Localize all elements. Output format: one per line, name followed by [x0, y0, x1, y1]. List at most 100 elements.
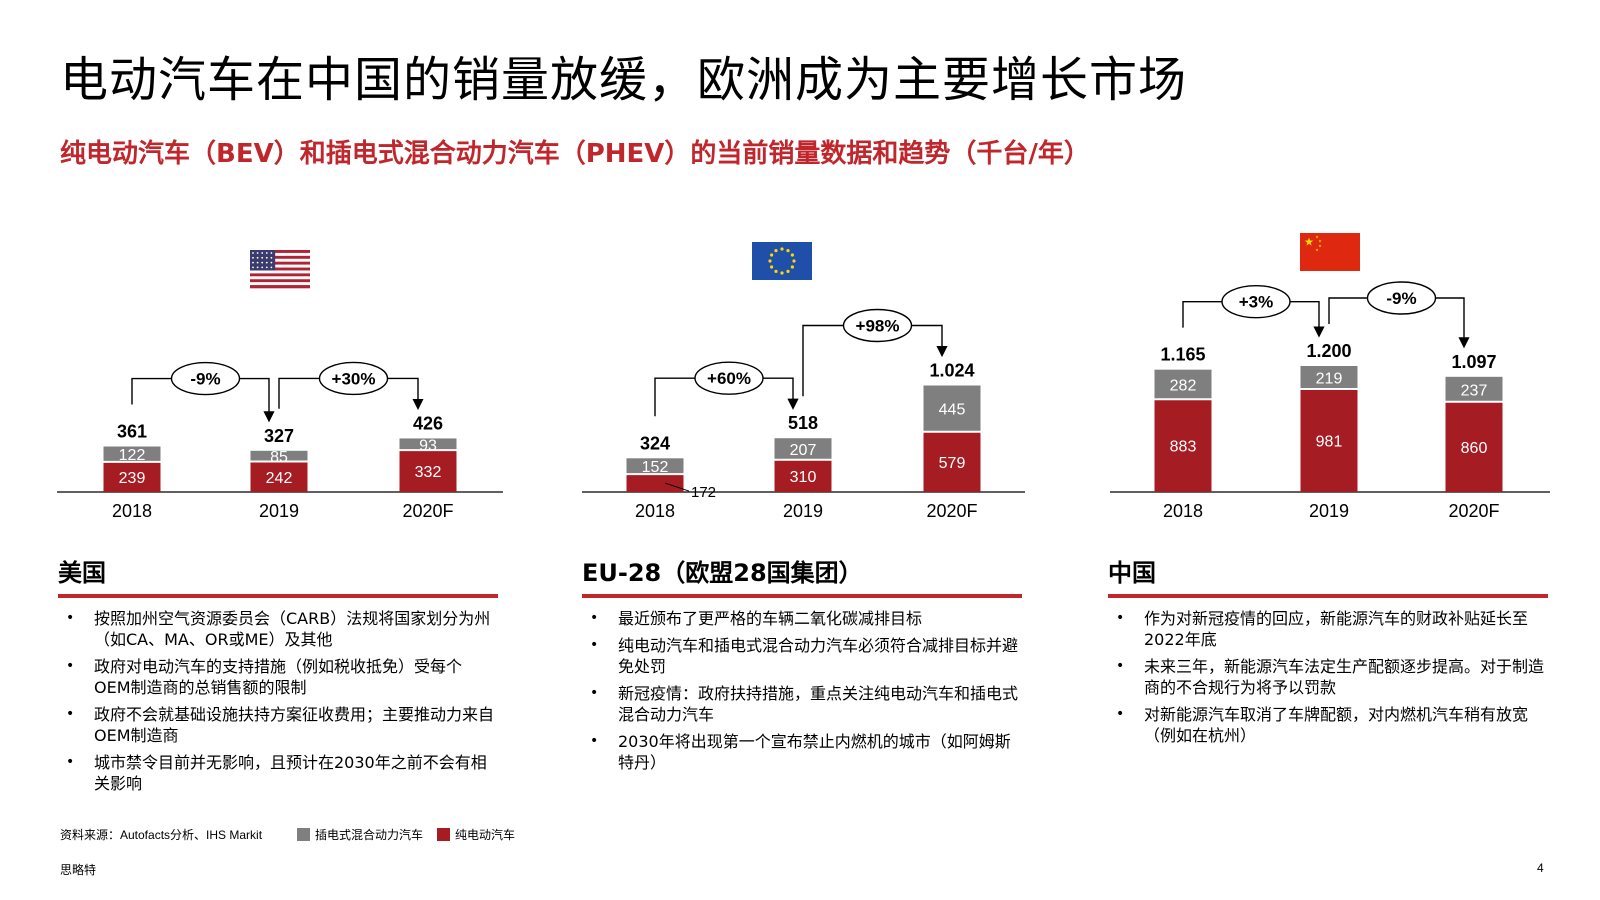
bar-phev [1154, 369, 1212, 400]
category-label: 2020F [1448, 501, 1499, 521]
bar-bev [626, 474, 684, 492]
charts-canvas: 239 122 361 2018 242 85 327 2019 332 93 426 2020F -9… [57, 233, 1550, 521]
bar-bev [1445, 401, 1503, 492]
bar-bev [923, 431, 981, 492]
change-label: -9% [1386, 289, 1416, 308]
data-label-phev: 207 [790, 442, 817, 459]
total-label: 1.097 [1451, 352, 1496, 372]
category-label: 2019 [1309, 501, 1349, 521]
total-label: 1.165 [1160, 345, 1205, 365]
brand-name: 思略特 [60, 863, 97, 877]
us-flag-icon [250, 250, 310, 289]
legend-label-phev: 插电式混合动力汽车 [315, 828, 424, 842]
bar-phev [250, 450, 308, 462]
data-label-bev: 239 [119, 470, 146, 487]
legend-label-bev: 纯电动汽车 [455, 828, 516, 842]
bar-bev [103, 461, 161, 492]
bullet-item: 政府对电动汽车的支持措施（例如税收抵免）受每个OEM制造商的总销售额的限制 [66, 656, 498, 698]
data-label-phev: 152 [642, 459, 669, 476]
bar-bev [1300, 388, 1358, 492]
change-label: +30% [332, 369, 376, 388]
label-leader [664, 482, 690, 492]
bar-phev [399, 438, 457, 451]
total-label: 324 [640, 433, 670, 453]
bar-phev [1300, 366, 1358, 389]
change-label: +3% [1239, 293, 1274, 312]
bar-phev [103, 446, 161, 462]
change-label: +98% [856, 317, 900, 336]
bullet-item: 新冠疫情：政府扶持措施，重点关注纯电动汽车和插电式混合动力汽车 [590, 683, 1022, 725]
data-label-bev: 981 [1316, 433, 1343, 450]
total-label: 1.200 [1306, 341, 1351, 361]
bar-phev [923, 385, 981, 432]
bullet-item: 对新能源汽车取消了车牌配额，对内燃机汽车稍有放宽（例如在杭州） [1116, 704, 1548, 746]
bar-phev [626, 458, 684, 475]
bullet-item: 2030年将出现第一个宣布禁止内燃机的城市（如阿姆斯特丹） [590, 731, 1022, 773]
total-label: 518 [788, 413, 818, 433]
section-heading-china: 中国 [1108, 553, 1548, 598]
category-label: 2018 [112, 501, 152, 521]
total-label: 426 [413, 413, 443, 433]
legend-phev: 插电式混合动力汽车 [297, 826, 423, 843]
change-bubble [842, 308, 913, 343]
data-label-phev: 85 [270, 449, 288, 466]
category-label: 2019 [259, 501, 299, 521]
total-label: 1.024 [929, 361, 974, 381]
china-flag-icon [1300, 233, 1360, 271]
change-bubble [694, 361, 764, 395]
legend-swatch-phev [297, 828, 310, 841]
data-label-phev: 219 [1316, 370, 1343, 387]
section-china: 中国 作为对新冠疫情的回应，新能源汽车的财政补贴延长至2022年底 未来三年，新… [1108, 553, 1548, 752]
total-label: 327 [264, 426, 294, 446]
category-label: 2018 [635, 501, 675, 521]
change-label: +60% [707, 369, 751, 388]
eu-flag-icon [752, 242, 812, 280]
data-label-phev: 237 [1461, 382, 1488, 399]
data-label-bev: 860 [1461, 440, 1488, 457]
category-label: 2020F [926, 501, 977, 521]
data-label-phev: 122 [119, 447, 146, 464]
section-heading-eu: EU-28（欧盟28国集团） [582, 553, 1022, 598]
bullet-item: 政府不会就基础设施扶持方案征收费用；主要推动力来自OEM制造商 [66, 704, 498, 746]
bullet-item: 纯电动汽车和插电式混合动力汽车必须符合减排目标并避免处罚 [590, 635, 1022, 677]
bar-phev [774, 438, 832, 460]
bullet-item: 按照加州空气资源委员会（CARB）法规将国家划分为州（如CA、MA、OR或ME）… [66, 608, 498, 650]
data-label-phev: 93 [419, 437, 437, 454]
page-subtitle: 纯电动汽车（BEV）和插电式混合动力汽车（PHEV）的当前销量数据和趋势（千台/… [60, 139, 1090, 169]
legend-swatch-bev [437, 828, 450, 841]
category-label: 2020F [402, 501, 453, 521]
bullet-item: 最近颁布了更严格的车辆二氧化碳减排目标 [590, 608, 1022, 629]
source-note: 资料来源：Autofacts分析、IHS Markit [60, 828, 263, 842]
bar-phev [1445, 376, 1503, 402]
bullet-item: 作为对新冠疫情的回应，新能源汽车的财政补贴延长至2022年底 [1116, 608, 1548, 650]
section-heading-us: 美国 [58, 553, 498, 598]
category-label: 2018 [1163, 501, 1203, 521]
bar-bev [250, 461, 308, 492]
change-bubble [1221, 284, 1291, 319]
bullet-list-china: 作为对新冠疫情的回应，新能源汽车的财政补贴延长至2022年底 未来三年，新能源汽… [1108, 608, 1548, 746]
bullet-item: 未来三年，新能源汽车法定生产配额逐步提高。对于制造商的不合规行为将予以罚款 [1116, 656, 1548, 698]
bullet-item: 城市禁令目前并无影响，且预计在2030年之前不会有相关影响 [66, 752, 498, 794]
bullet-list-eu: 最近颁布了更严格的车辆二氧化碳减排目标 纯电动汽车和插电式混合动力汽车必须符合减… [582, 608, 1022, 773]
page-title: 电动汽车在中国的销量放缓，欧洲成为主要增长市场 [60, 52, 1188, 108]
data-label-bev: 579 [939, 455, 966, 472]
data-label-bev: 310 [790, 469, 817, 486]
data-label-bev: 883 [1170, 439, 1197, 456]
bar-bev [1154, 399, 1212, 492]
change-bubble [170, 361, 241, 396]
change-bubble [1366, 281, 1437, 315]
data-label-phev: 445 [939, 402, 966, 419]
data-label-bev: 172 [691, 484, 716, 501]
section-us: 美国 按照加州空气资源委员会（CARB）法规将国家划分为州（如CA、MA、OR或… [58, 553, 498, 800]
change-bubble [318, 361, 389, 396]
bar-bev [774, 459, 832, 492]
data-label-bev: 332 [415, 464, 442, 481]
category-label: 2019 [783, 501, 823, 521]
section-eu: EU-28（欧盟28国集团） 最近颁布了更严格的车辆二氧化碳减排目标 纯电动汽车… [582, 553, 1022, 779]
data-label-bev: 242 [266, 470, 293, 487]
page-number: 4 [1537, 861, 1544, 875]
data-label-phev: 282 [1170, 377, 1197, 394]
bar-bev [399, 450, 457, 492]
change-label: -9% [190, 370, 220, 389]
bullet-list-us: 按照加州空气资源委员会（CARB）法规将国家划分为州（如CA、MA、OR或ME）… [58, 608, 498, 794]
